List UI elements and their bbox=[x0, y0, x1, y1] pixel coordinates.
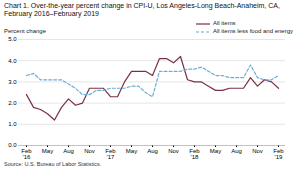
svg-text:2.0: 2.0 bbox=[8, 100, 17, 106]
svg-text:May: May bbox=[126, 148, 137, 154]
svg-text:4.0: 4.0 bbox=[8, 58, 17, 64]
svg-text:May: May bbox=[210, 148, 221, 154]
html-text:Percent change: Percent change bbox=[4, 28, 46, 34]
svg-text:Feb'17: Feb'17 bbox=[105, 148, 116, 160]
svg-text:Nov: Nov bbox=[168, 148, 179, 154]
svg-text:Feb'16: Feb'16 bbox=[21, 148, 32, 160]
svg-text:Nov: Nov bbox=[84, 148, 95, 154]
svg-text:1.0: 1.0 bbox=[8, 121, 17, 127]
svg-text:Aug: Aug bbox=[231, 148, 242, 154]
svg-text:Feb'19: Feb'19 bbox=[273, 148, 284, 160]
html-text:February 2016–February 2019: February 2016–February 2019 bbox=[4, 10, 99, 17]
html-text:Source: U.S. Bureau of Labor S: Source: U.S. Bureau of Labor Statistics. bbox=[4, 161, 102, 167]
svg-text:Feb'18: Feb'18 bbox=[189, 148, 200, 160]
html-text:All items: All items bbox=[213, 20, 236, 26]
svg-text:0.0: 0.0 bbox=[8, 142, 17, 148]
svg-text:Nov: Nov bbox=[252, 148, 263, 154]
svg-text:May: May bbox=[42, 148, 53, 154]
svg-text:5.0: 5.0 bbox=[8, 36, 17, 42]
svg-text:Aug: Aug bbox=[63, 148, 74, 154]
html-text:Chart 1. Over-the-year percent: Chart 1. Over-the-year percent change in… bbox=[4, 2, 280, 9]
html-text:All items less food and energy: All items less food and energy bbox=[213, 28, 293, 34]
svg-text:Aug: Aug bbox=[147, 148, 158, 154]
svg-text:3.0: 3.0 bbox=[8, 79, 17, 85]
